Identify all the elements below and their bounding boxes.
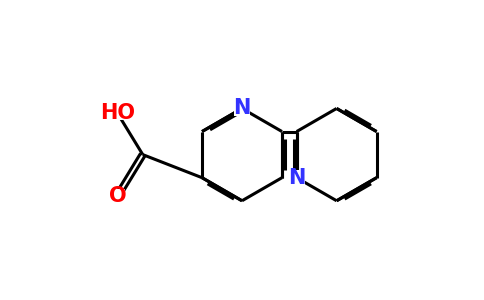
Text: HO: HO: [100, 103, 135, 123]
Bar: [110, 189, 125, 203]
Text: O: O: [108, 186, 126, 206]
Text: N: N: [288, 168, 305, 188]
Bar: [105, 106, 130, 121]
Text: N: N: [233, 98, 251, 118]
Bar: [288, 170, 305, 185]
Bar: [234, 101, 250, 116]
